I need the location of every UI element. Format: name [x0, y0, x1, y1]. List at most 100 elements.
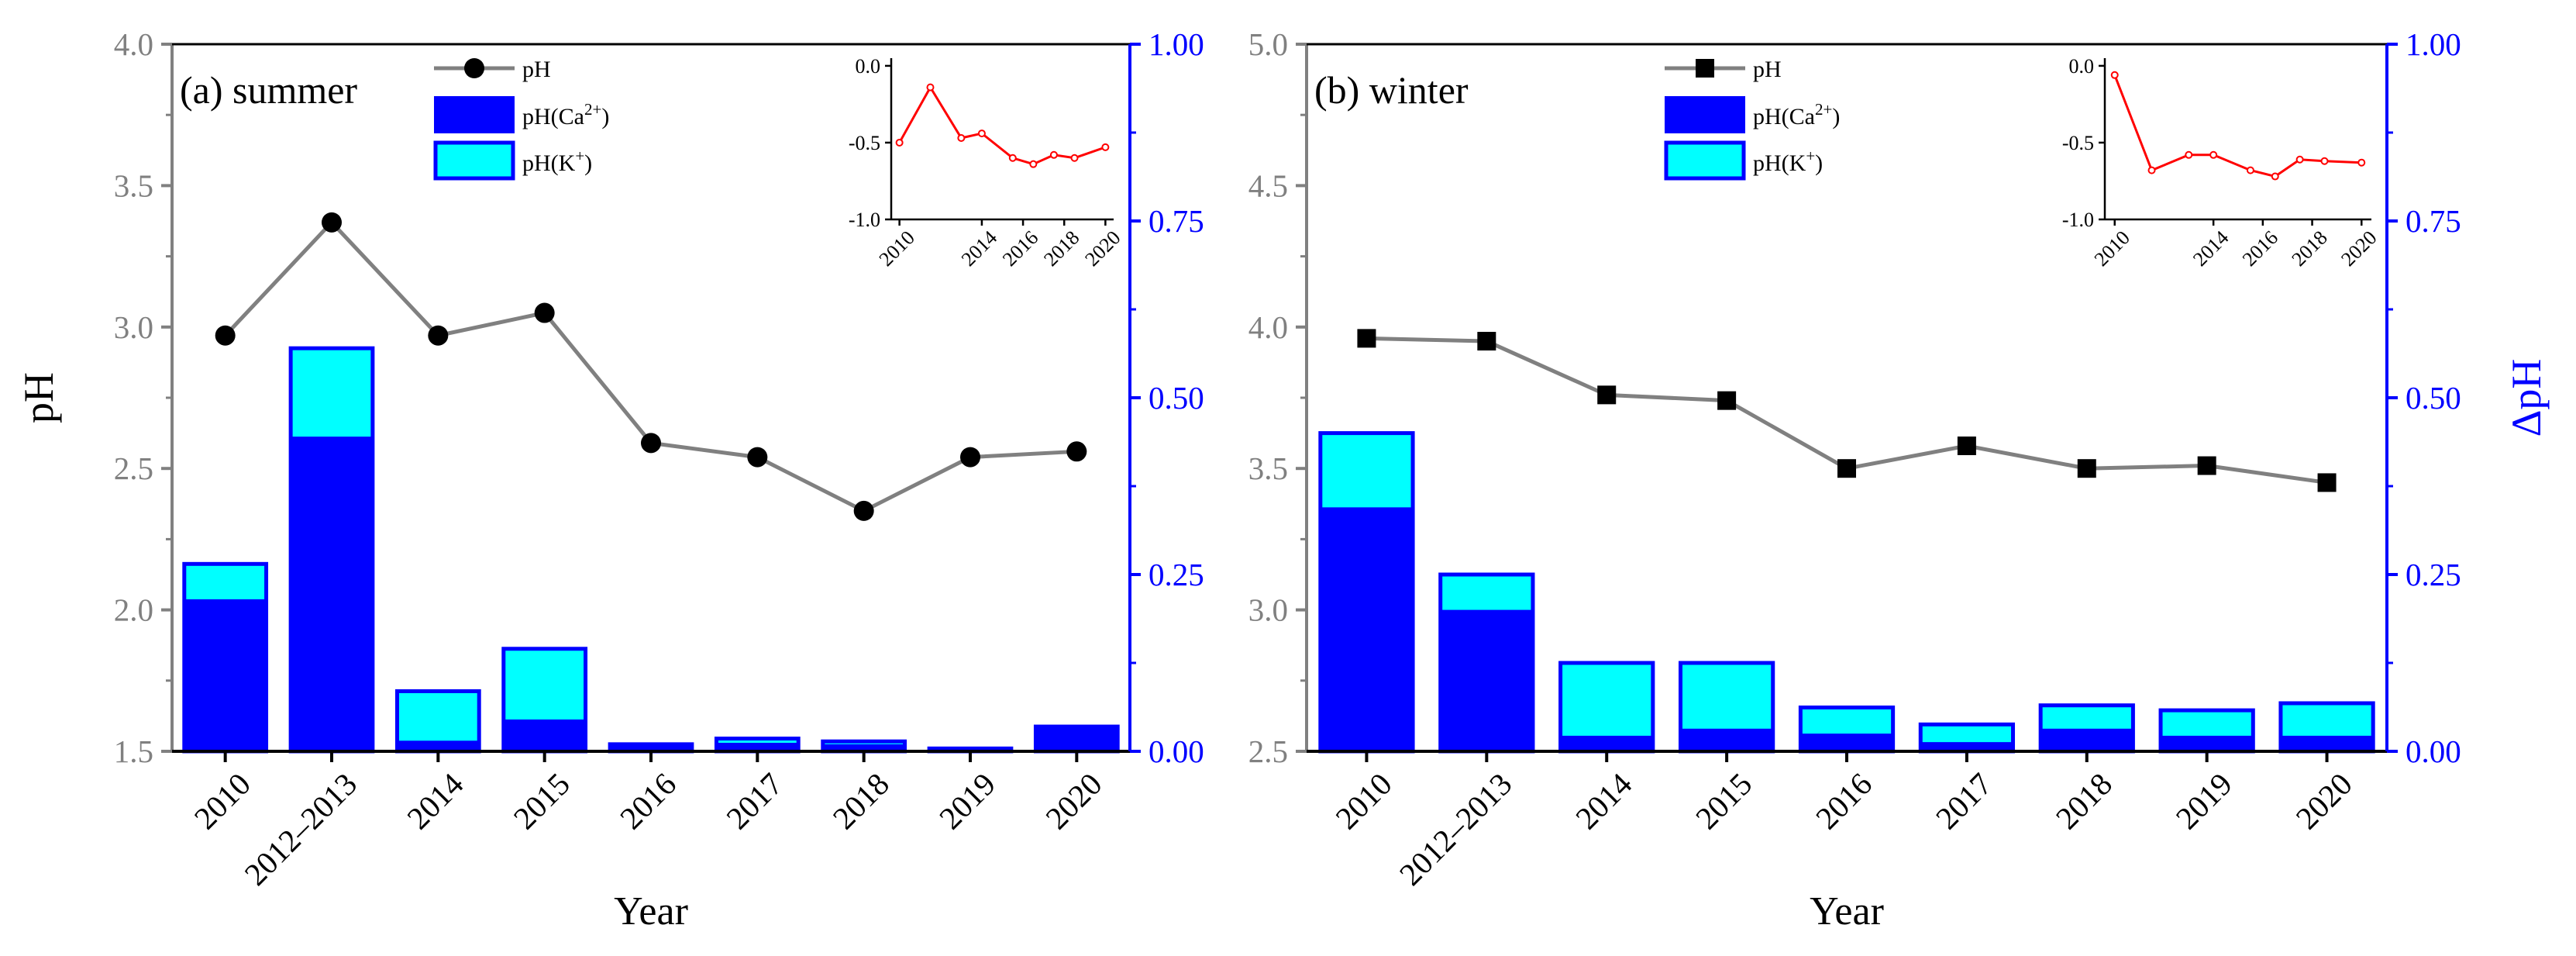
y2-tick-label: 0.75	[1149, 203, 1204, 239]
x-tick-label: 2016	[1809, 766, 1879, 837]
ph-point-2020	[2317, 473, 2337, 492]
legend-k-label: pH(K+)	[522, 147, 592, 176]
bar-ca-2015	[1680, 728, 1773, 751]
x-tick-label: 2012–2013	[1393, 766, 1519, 892]
ph-point-2019	[2197, 456, 2216, 475]
bar-ca-2015	[503, 719, 586, 751]
bar-ca-2020	[1035, 726, 1118, 751]
bar-ca-2020	[2280, 735, 2374, 751]
inset-x-tick-label: 2018	[2288, 226, 2332, 271]
ph-point-2014	[428, 325, 449, 346]
bar-ca-2014	[397, 740, 480, 751]
inset-point-8	[1101, 143, 1110, 151]
inset-y-tick-label: -1.0	[2062, 209, 2094, 231]
y2-tick-label: 0.75	[2406, 203, 2461, 239]
legend-ca-label: pH(Ca2+)	[522, 100, 609, 129]
x-tick-label: 2019	[2168, 766, 2239, 837]
x-axis-title: Year	[1810, 889, 1884, 934]
y-tick-label: 2.5	[114, 450, 153, 486]
y-tick-label: 4.0	[1248, 309, 1288, 345]
x-tick-label: 2016	[613, 766, 684, 837]
inset-x-tick-label: 2010	[2090, 226, 2134, 271]
ph-point-2019	[960, 447, 980, 468]
inset-point-2	[957, 134, 966, 143]
ph-point-2012-2013	[322, 212, 342, 233]
x-tick-label: 2014	[1569, 766, 1639, 837]
legend-ph-marker	[464, 58, 484, 78]
y2-tick-label: 0.25	[2406, 557, 2461, 592]
inset-point-3	[977, 129, 986, 138]
legend: pH pH(Ca2+) pH(K+)	[433, 57, 609, 181]
y-tick-label: 3.0	[114, 309, 153, 345]
bar-ca-2017	[1920, 742, 2013, 751]
ph-point-2017	[747, 447, 768, 468]
legend-k-label: pH(K+)	[1753, 147, 1823, 176]
y-tick-label: 5.0	[1248, 26, 1288, 62]
y2-tick-label: 1.00	[2406, 26, 2461, 62]
legend: pH pH(Ca2+) pH(K+)	[1664, 57, 1840, 181]
panel-label: (b) winter	[1314, 68, 1469, 112]
ph-point-2016	[641, 433, 661, 454]
legend-k-swatch	[1664, 140, 1746, 181]
bar-ca-2019	[2161, 735, 2254, 751]
x-tick-label: 2015	[506, 766, 577, 837]
y-tick-label: 3.0	[1248, 592, 1288, 628]
bar-ca-2018	[2040, 728, 2133, 751]
legend-ph-label: pH	[1753, 57, 1782, 82]
y2-tick-label: 0.50	[2406, 380, 2461, 416]
legend-ph-marker	[1696, 59, 1714, 78]
inset-x-tick-label: 2018	[1039, 226, 1083, 271]
bar-ca-2018	[822, 744, 905, 751]
y2-tick-label: 0.25	[1149, 557, 1204, 592]
inset-point-7	[2320, 157, 2329, 165]
inset-y-tick-label: 0.0	[2069, 55, 2095, 78]
inset-y-tick-label: -1.0	[849, 209, 880, 231]
bar-ca-2012-2013	[291, 437, 373, 751]
x-axis-title: Year	[614, 889, 688, 934]
inset-point-2	[2185, 150, 2193, 159]
bar-ca-2017	[716, 743, 799, 751]
y2-tick-label: 0.00	[1149, 733, 1204, 769]
inset-point-4	[2246, 166, 2254, 174]
inset-x-tick-label: 2016	[998, 226, 1042, 271]
ph-point-2015	[534, 302, 555, 323]
inset-x-tick-label: 2016	[2238, 226, 2282, 271]
inset-y-tick-label: -0.5	[849, 132, 880, 154]
y2-tick-label: 0.50	[1149, 380, 1204, 416]
y-tick-label: 3.5	[114, 167, 153, 203]
inset-point-5	[2271, 172, 2279, 181]
y2-tick-label: 1.00	[1149, 26, 1204, 62]
inset-point-6	[2295, 155, 2304, 164]
x-tick-label: 2018	[825, 766, 896, 837]
inset-point-4	[1008, 154, 1017, 162]
inset-point-1	[2147, 166, 2156, 174]
y-tick-label: 4.0	[114, 26, 153, 62]
ph-point-2012-2013	[1477, 332, 1496, 351]
inset-x-tick-label: 2014	[957, 226, 1001, 271]
ph-point-2015	[1717, 391, 1737, 410]
inset-point-1	[926, 83, 935, 91]
ph-point-2016	[1837, 459, 1856, 478]
inset-point-3	[2209, 150, 2218, 159]
legend-ph-label: pH	[522, 57, 551, 82]
inset-y-tick-label: 0.0	[856, 55, 881, 78]
legend-k-swatch	[433, 140, 515, 181]
inset-line	[898, 85, 1106, 166]
inset-x-tick-label: 2020	[1080, 226, 1124, 271]
bar-ca-2016	[610, 743, 692, 751]
inset-x-tick-label: 2010	[875, 226, 919, 271]
bars	[1318, 431, 2375, 754]
ph-point-2018	[2077, 459, 2096, 478]
x-tick-label: 2018	[2049, 766, 2120, 837]
x-tick-label: 2010	[1328, 766, 1399, 837]
bar-ca-2010	[184, 599, 267, 751]
x-tick-label: 2015	[1689, 766, 1759, 837]
inset-x-tick-label: 2014	[2189, 226, 2233, 271]
y-tick-label: 3.5	[1248, 450, 1288, 486]
x-tick-label: 2020	[1038, 766, 1109, 837]
y2-axis-title: ΔpH	[2503, 359, 2550, 437]
inset-point-8	[2357, 158, 2366, 167]
inset-x-tick-label: 2020	[2337, 226, 2381, 271]
